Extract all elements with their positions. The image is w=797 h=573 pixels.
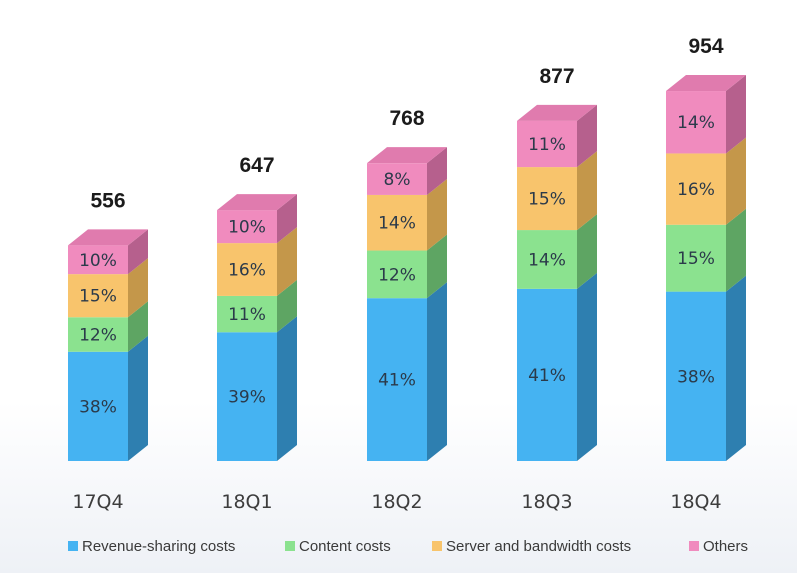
bar-group-18Q2: 41% 12% 14% 8% 768 18Q2 xyxy=(367,107,447,513)
bar-segment-front xyxy=(68,274,128,318)
bar-segment-front xyxy=(666,224,726,292)
segment-value-label: 16% xyxy=(677,180,715,200)
category-label: 18Q1 xyxy=(221,491,272,513)
category-label: 18Q2 xyxy=(371,491,422,513)
bar-segment-side xyxy=(577,104,597,168)
bar-segment-side xyxy=(277,316,297,461)
segment-value-label: 41% xyxy=(378,371,416,391)
bar-segment-side xyxy=(577,272,597,461)
total-value-label: 768 xyxy=(389,107,424,130)
legend-item: Server and bandwidth costs xyxy=(432,538,631,555)
legend-label: Server and bandwidth costs xyxy=(446,538,631,555)
bar-segment-side xyxy=(427,282,447,461)
segment-value-label: 11% xyxy=(528,135,566,155)
bar-top-face xyxy=(666,75,746,92)
bar-segment-side xyxy=(128,258,148,318)
legend-swatch xyxy=(285,541,295,551)
legend-item: Others xyxy=(689,538,748,555)
segment-value-label: 8% xyxy=(384,170,411,190)
bar-segment-side xyxy=(427,147,447,195)
bar-segment-front xyxy=(217,243,277,296)
bar-segment-front xyxy=(367,250,427,299)
total-value-label: 556 xyxy=(90,189,125,212)
bar-segment-side xyxy=(277,279,297,333)
bar-segment-side xyxy=(577,214,597,289)
bar-segment-front xyxy=(517,120,577,168)
bar-segment-front xyxy=(68,245,128,275)
legend-swatch xyxy=(68,541,78,551)
bar-segment-front xyxy=(217,332,277,461)
legend-item: Content costs xyxy=(285,538,391,555)
bar-segment-side xyxy=(128,335,148,461)
segment-value-label: 38% xyxy=(677,367,715,387)
segment-value-label: 14% xyxy=(677,113,715,133)
bar-segment-front xyxy=(367,163,427,195)
legend: Revenue-sharing costs Content costs Server… xyxy=(68,538,748,555)
bar-group-18Q3: 41% 14% 15% 11% 877 18Q3 xyxy=(517,65,597,513)
segment-value-label: 14% xyxy=(378,214,416,234)
bar-segment-front xyxy=(217,295,277,333)
bar-segment-front xyxy=(517,288,577,461)
bar-segment-side xyxy=(128,301,148,352)
bar-group-18Q4: 38% 15% 16% 14% 954 18Q4 xyxy=(666,35,746,513)
bar-top-face xyxy=(68,229,148,246)
segment-value-label: 14% xyxy=(528,250,566,270)
category-label: 18Q3 xyxy=(521,491,572,513)
bar-segment-front xyxy=(367,298,427,461)
bar-segment-side xyxy=(726,275,746,461)
bar-segment-front xyxy=(517,230,577,289)
bar-segment-side xyxy=(726,137,746,225)
bar-group-17Q4: 38% 12% 15% 10% 556 17Q4 xyxy=(68,189,148,513)
segment-value-label: 10% xyxy=(79,251,117,271)
bar-segment-side xyxy=(726,75,746,154)
segment-value-label: 15% xyxy=(79,287,117,307)
bar-segment-side xyxy=(277,227,297,296)
legend-swatch xyxy=(432,541,442,551)
legend-label: Content costs xyxy=(299,538,391,555)
total-value-label: 954 xyxy=(688,35,723,58)
bar-segment-side xyxy=(427,234,447,299)
bar-segment-side xyxy=(726,208,746,292)
bar-segment-front xyxy=(217,210,277,244)
segment-value-label: 15% xyxy=(677,249,715,269)
segment-value-label: 12% xyxy=(79,326,117,346)
bar-segment-front xyxy=(68,317,128,352)
bar-segment-side xyxy=(128,229,148,275)
legend-label: Others xyxy=(703,538,748,555)
legend-label: Revenue-sharing costs xyxy=(82,538,235,555)
bar-segment-front xyxy=(517,167,577,231)
bar-top-face xyxy=(217,194,297,211)
bar-group-18Q1: 39% 11% 16% 10% 647 18Q1 xyxy=(217,154,297,513)
segment-value-label: 38% xyxy=(79,397,117,417)
segment-value-label: 39% xyxy=(228,388,266,408)
category-label: 18Q4 xyxy=(670,491,721,513)
total-value-label: 877 xyxy=(539,65,574,88)
total-value-label: 647 xyxy=(239,154,274,177)
segment-value-label: 15% xyxy=(528,190,566,210)
bar-segment-front xyxy=(367,194,427,251)
segment-value-label: 41% xyxy=(528,366,566,386)
segment-value-label: 10% xyxy=(228,218,266,238)
bar-segment-side xyxy=(427,178,447,251)
segment-value-label: 11% xyxy=(228,305,266,325)
bar-segment-side xyxy=(277,194,297,244)
legend-swatch xyxy=(689,541,699,551)
segment-value-label: 12% xyxy=(378,265,416,285)
bar-top-face xyxy=(367,147,447,164)
bar-top-face xyxy=(517,104,597,121)
legend-item: Revenue-sharing costs xyxy=(68,538,235,555)
category-label: 17Q4 xyxy=(72,491,123,513)
bars-group: 38% 12% 15% 10% 556 17Q4 39% 11% 16% 10% 647 18Q1 41… xyxy=(68,35,746,513)
bar-segment-front xyxy=(666,291,726,461)
bar-segment-front xyxy=(68,351,128,461)
bar-segment-front xyxy=(666,91,726,154)
bar-segment-front xyxy=(666,153,726,225)
segment-value-label: 16% xyxy=(228,261,266,281)
bar-segment-side xyxy=(577,151,597,231)
